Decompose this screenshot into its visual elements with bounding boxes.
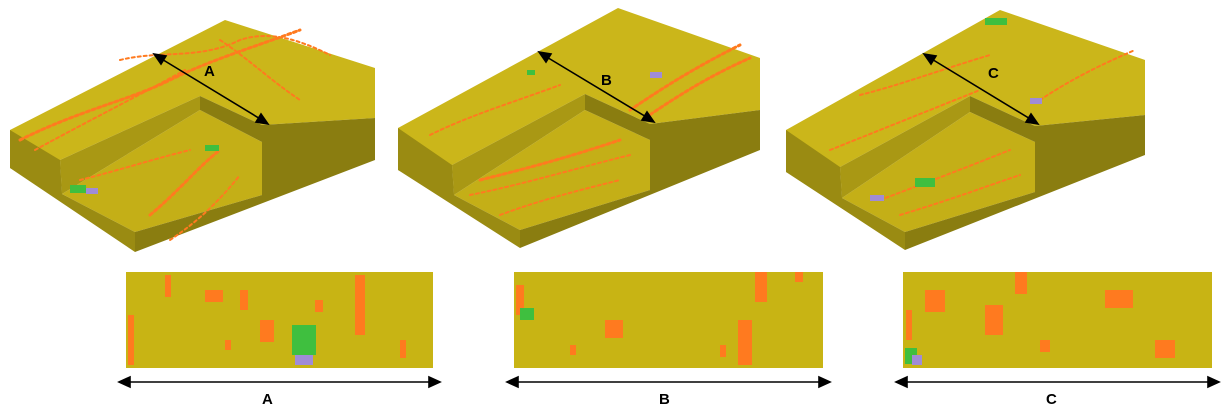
block-c-top [786, 10, 1145, 198]
block-b-wall2 [452, 94, 585, 195]
block-c-front-left [786, 130, 905, 250]
block-a-floor [62, 110, 262, 232]
block-a-green [70, 185, 86, 193]
block-b-purple [650, 72, 662, 78]
block-a-wall1 [200, 96, 262, 142]
block-a-purple [86, 188, 98, 194]
block-a-wall2 [60, 96, 200, 194]
label-a-top: A [204, 63, 215, 80]
section-a [126, 272, 433, 368]
block-c-wall1 [970, 96, 1035, 142]
block-c-channels [829, 49, 1136, 216]
block-c-wall2 [840, 96, 970, 198]
block-a-front-left [10, 130, 135, 252]
label-b-bottom: B [659, 391, 670, 408]
block-c-purple2 [1030, 98, 1042, 104]
block-a-channels [18, 28, 331, 241]
section-c-purple [912, 355, 922, 365]
arrow-c [922, 52, 1040, 126]
section-c-channels [906, 272, 1175, 358]
block-a-front [135, 118, 375, 252]
block-b-floor [454, 110, 650, 230]
block-a [10, 20, 375, 252]
section-b-bg [514, 272, 823, 368]
section-a-channels [128, 275, 406, 365]
block-b-green [527, 70, 535, 75]
bottom-arrow-a [117, 375, 442, 389]
block-c [786, 10, 1145, 250]
block-b-front [520, 110, 760, 248]
section-a-green [292, 325, 316, 355]
arrow-a [152, 52, 270, 126]
block-a-top [10, 20, 375, 194]
label-a-bottom: A [262, 391, 273, 408]
block-c-purple [870, 195, 884, 201]
block-a-green2 [205, 145, 219, 151]
block-b [398, 8, 760, 248]
label-b-top: B [601, 72, 612, 89]
block-c-green2 [985, 18, 1007, 25]
section-b-channels [516, 272, 803, 365]
block-b-front-left [398, 128, 520, 248]
section-a-purple [295, 355, 313, 365]
section-b [514, 272, 823, 368]
block-b-wall1 [585, 94, 650, 140]
block-c-green [915, 178, 935, 187]
block-b-top [398, 8, 760, 195]
section-a-bg [126, 272, 433, 368]
section-c [903, 272, 1212, 368]
block-c-front [905, 115, 1145, 250]
label-c-bottom: C [1046, 391, 1057, 408]
section-b-green [520, 308, 534, 320]
block-b-channels [429, 43, 752, 216]
bottom-arrow-c [894, 375, 1221, 389]
label-c-top: C [988, 65, 999, 82]
block-c-floor [842, 112, 1035, 232]
bottom-arrow-b [505, 375, 832, 389]
arrow-b [537, 50, 656, 124]
